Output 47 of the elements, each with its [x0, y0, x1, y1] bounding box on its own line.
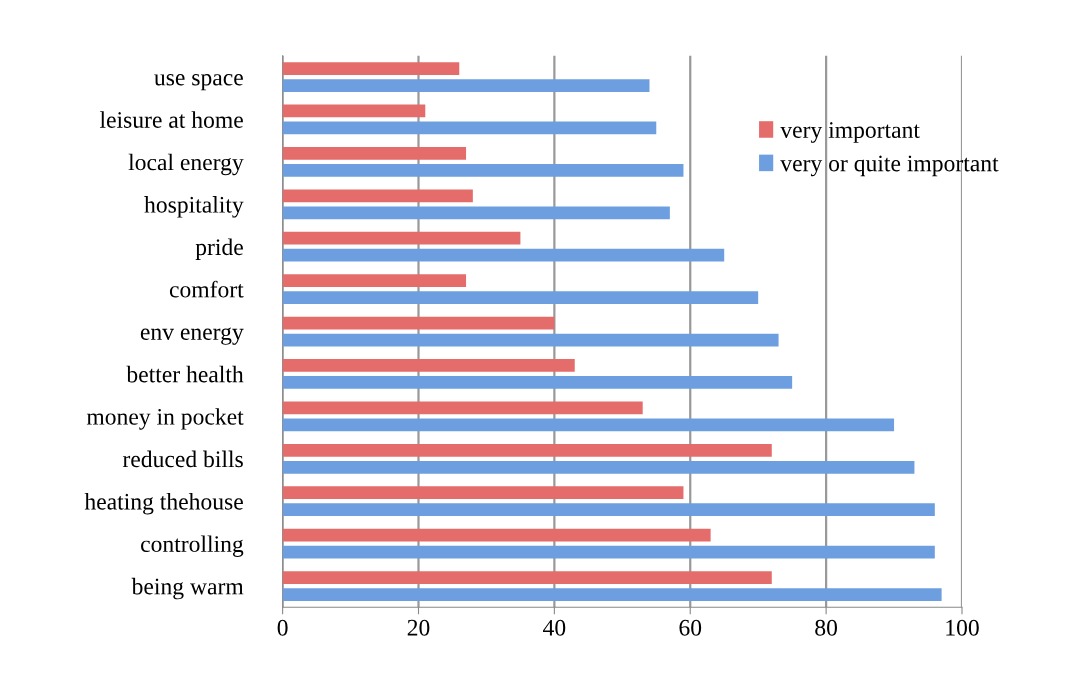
x-tick-label: 20 — [407, 619, 430, 636]
y-tick-label: controlling — [141, 535, 244, 557]
y-tick-label: pride — [195, 238, 243, 260]
bar — [282, 231, 521, 245]
x-tick-label: 60 — [679, 619, 702, 636]
bar — [282, 147, 467, 160]
bar — [282, 401, 643, 415]
y-tick-label: heating thehouse — [84, 493, 243, 515]
bar — [282, 588, 942, 601]
legend-label: very or quite important — [780, 155, 999, 177]
bar — [282, 248, 725, 262]
legend-label: very important — [780, 122, 920, 143]
bar — [282, 291, 759, 304]
bar — [282, 206, 670, 220]
bar — [282, 79, 650, 92]
bar — [282, 316, 555, 330]
x-tick-label: 40 — [543, 619, 566, 636]
x-tick-label: 0 — [277, 619, 288, 636]
bar — [282, 274, 467, 288]
y-tick-label: better health — [126, 365, 244, 383]
bar — [282, 460, 915, 474]
y-tick-label: comfort — [169, 280, 244, 298]
y-tick-label: use space — [154, 74, 243, 91]
bar — [282, 333, 779, 347]
y-tick-label: being warm — [131, 577, 244, 600]
y-tick-label: reduced bills — [122, 450, 243, 468]
bar — [282, 121, 657, 135]
y-tick-label: hospitality — [144, 196, 244, 218]
bar — [282, 189, 473, 203]
y-tick-label: env energy — [140, 327, 244, 345]
bar — [282, 443, 772, 457]
bar — [282, 104, 426, 118]
bar — [282, 359, 575, 372]
x-tick-label: 100 — [946, 619, 979, 636]
bar — [282, 571, 772, 584]
bar — [282, 376, 793, 389]
bar — [282, 528, 711, 542]
y-tick-label: money in pocket — [86, 408, 244, 430]
y-tick-label: local energy — [128, 153, 244, 176]
bar — [282, 164, 684, 177]
x-tick-label: 80 — [815, 619, 838, 636]
bar — [282, 545, 935, 559]
bar — [282, 486, 684, 500]
bar — [282, 503, 935, 517]
y-tick-label: leisure at home — [99, 111, 243, 128]
bar — [282, 62, 460, 75]
bar — [282, 418, 895, 432]
